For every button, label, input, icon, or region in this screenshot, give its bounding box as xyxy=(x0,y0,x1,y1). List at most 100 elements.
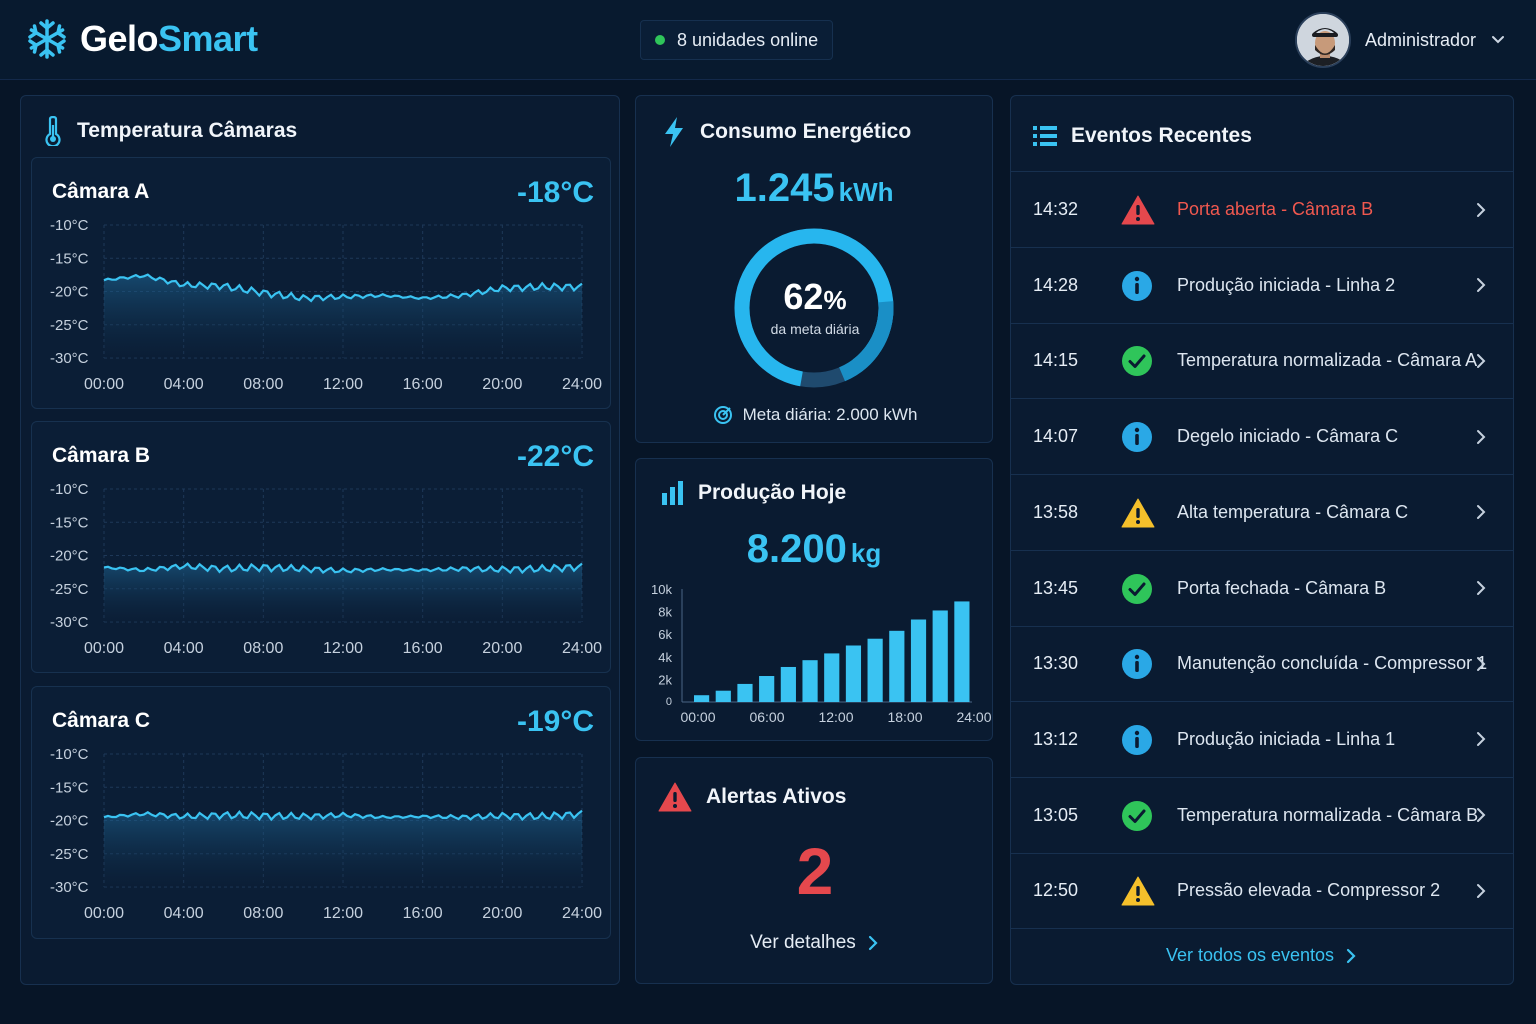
production-value: 8.200 kg xyxy=(636,527,992,572)
x-tick-label: 12:00 xyxy=(323,376,363,393)
temperature-area xyxy=(104,810,582,887)
chamber-a-card[interactable]: Câmara A -18°C -10°C -15°C -20°C -25°C -30°C… xyxy=(31,157,611,409)
x-tick-label: 06:00 xyxy=(749,709,784,725)
x-tick-label: 20:00 xyxy=(482,376,522,393)
event-text: Temperatura normalizada - Câmara A xyxy=(1177,350,1478,371)
chevron-right-icon[interactable] xyxy=(1475,807,1487,823)
y-tick-label: 10k xyxy=(651,582,672,597)
event-row[interactable]: 14:15 Temperatura normalizada - Câmara A xyxy=(1011,323,1513,400)
event-row[interactable]: 13:30 Manutenção concluída - Compressor 1 xyxy=(1011,626,1513,703)
details-link-text[interactable]: Ver detalhes xyxy=(750,932,856,953)
x-tick-label: 24:00 xyxy=(562,905,602,922)
thermometer-icon xyxy=(45,116,61,146)
event-time: 13:12 xyxy=(1033,728,1079,749)
chamber-name: Câmara A xyxy=(52,180,150,203)
y-tick-label: -30°C xyxy=(50,879,89,896)
event-time: 14:15 xyxy=(1033,350,1079,371)
event-text: Porta aberta - Câmara B xyxy=(1177,199,1374,219)
chamber-temperature: -22°C xyxy=(516,440,594,473)
event-row[interactable]: 14:32 Porta aberta - Câmara B xyxy=(1011,172,1513,248)
chevron-right-icon[interactable] xyxy=(1475,504,1487,520)
user-name: Administrador xyxy=(1364,29,1476,50)
x-tick-label: 24:00 xyxy=(562,376,602,393)
lightning-icon xyxy=(665,117,683,147)
x-tick-label: 08:00 xyxy=(243,376,283,393)
user-menu[interactable]: Administrador xyxy=(1294,12,1506,68)
x-tick-label: 16:00 xyxy=(403,376,443,393)
event-row[interactable]: 12:50 Pressão elevada - Compressor 2 xyxy=(1011,853,1513,930)
events-header: Eventos Recentes xyxy=(1011,96,1513,172)
production-panel-title: Produção Hoje xyxy=(662,481,846,505)
chevron-right-icon[interactable] xyxy=(1475,277,1487,293)
production-bar xyxy=(845,645,862,702)
logo[interactable]: GeloSmart xyxy=(26,18,258,60)
event-time: 13:58 xyxy=(1033,501,1079,522)
energy-number: 1.245 xyxy=(734,166,835,210)
energy-unit: kWh xyxy=(838,177,894,207)
y-tick-label: -25°C xyxy=(50,581,89,598)
chamber-temperature: -18°C xyxy=(516,176,594,209)
production-bar xyxy=(910,619,927,702)
alerts-panel-title: Alertas Ativos xyxy=(658,782,846,812)
event-row[interactable]: 13:45 Porta fechada - Câmara B xyxy=(1011,551,1513,627)
x-tick-label: 24:00 xyxy=(956,709,991,725)
chevron-right-icon[interactable] xyxy=(1475,656,1487,672)
x-tick-label: 16:00 xyxy=(403,640,443,657)
production-bar xyxy=(694,695,710,702)
chevron-right-icon[interactable] xyxy=(1475,353,1487,369)
x-tick-label: 04:00 xyxy=(164,640,204,657)
production-bar xyxy=(954,601,970,702)
check-circle-icon xyxy=(1121,573,1155,607)
y-tick-label: 2k xyxy=(658,672,672,687)
view-all-text[interactable]: Ver todos os eventos xyxy=(1165,945,1335,965)
alerts-details-link[interactable]: Ver detalhes xyxy=(636,932,994,954)
chevron-down-icon[interactable] xyxy=(1490,32,1506,48)
view-all-events-link[interactable]: Ver todos os eventos xyxy=(1011,945,1513,966)
y-tick-label: -15°C xyxy=(50,514,89,531)
x-tick-label: 04:00 xyxy=(164,905,204,922)
event-time: 14:32 xyxy=(1033,199,1079,219)
chamber-name: Câmara C xyxy=(52,709,151,732)
chevron-right-icon[interactable] xyxy=(1475,883,1487,899)
online-status: 8 unidades online xyxy=(640,20,833,60)
y-tick-label: 6k xyxy=(658,627,672,642)
production-bar xyxy=(780,666,796,702)
events-panel-title: Eventos Recentes xyxy=(1033,124,1252,148)
y-tick-label: -15°C xyxy=(50,250,89,267)
chevron-right-icon[interactable] xyxy=(1475,580,1487,596)
energy-panel: Consumo Energético 1.245 kWh 62% da meta … xyxy=(635,95,993,443)
y-tick-label: -15°C xyxy=(50,779,89,796)
event-row[interactable]: 14:07 Degelo iniciado - Câmara C xyxy=(1011,399,1513,476)
panel-title-text: Alertas Ativos xyxy=(706,785,847,808)
event-row[interactable]: 14:28 Produção iniciada - Linha 2 xyxy=(1011,248,1513,324)
event-text: Porta fechada - Câmara B xyxy=(1177,577,1387,598)
y-tick-label: -10°C xyxy=(50,746,89,763)
snowflake-icon xyxy=(28,19,66,59)
alerts-panel: Alertas Ativos 2 Ver detalhes xyxy=(635,757,993,984)
event-row[interactable]: 13:12 Produção iniciada - Linha 1 xyxy=(1011,702,1513,778)
temperature-chart-b: -10°C -15°C -20°C -25°C -30°C 00:00 04:00 08:00… xyxy=(50,481,602,657)
energy-goal: Meta diária: 2.000 kWh xyxy=(636,405,994,425)
events-panel: Eventos Recentes 14:32 Porta aberta - Câm… xyxy=(1010,95,1514,985)
chamber-b-card[interactable]: Câmara B -22°C -10°C -15°C -20°C -25°C -30°C… xyxy=(31,421,611,673)
event-row[interactable]: 13:05 Temperatura normalizada - Câmara B xyxy=(1011,778,1513,854)
event-row[interactable]: 13:58 Alta temperatura - Câmara C xyxy=(1011,475,1513,551)
x-tick-label: 00:00 xyxy=(84,376,124,393)
chevron-right-icon[interactable] xyxy=(1475,202,1487,218)
production-bar-chart: 10k 8k 6k 4k 2k 0 00:00 06:00 12:00 18:00 24:00 xyxy=(651,582,992,725)
production-bar xyxy=(737,683,753,702)
event-time: 14:07 xyxy=(1033,426,1079,447)
production-bar xyxy=(932,610,948,702)
list-icon xyxy=(1033,126,1057,146)
y-tick-label: -25°C xyxy=(50,846,89,863)
chevron-right-icon xyxy=(1346,948,1356,963)
x-tick-label: 00:00 xyxy=(680,709,715,725)
chevron-right-icon[interactable] xyxy=(1475,731,1487,747)
info-icon xyxy=(1121,270,1155,304)
chamber-c-card[interactable]: Câmara C -19°C -10°C -15°C -20°C -25°C -30°C… xyxy=(31,686,611,939)
y-tick-label: 4k xyxy=(658,650,672,665)
avatar[interactable] xyxy=(1294,12,1351,68)
event-text: Pressão elevada - Compressor 2 xyxy=(1177,880,1441,901)
chevron-right-icon[interactable] xyxy=(1475,429,1487,445)
online-dot-icon xyxy=(655,35,665,45)
